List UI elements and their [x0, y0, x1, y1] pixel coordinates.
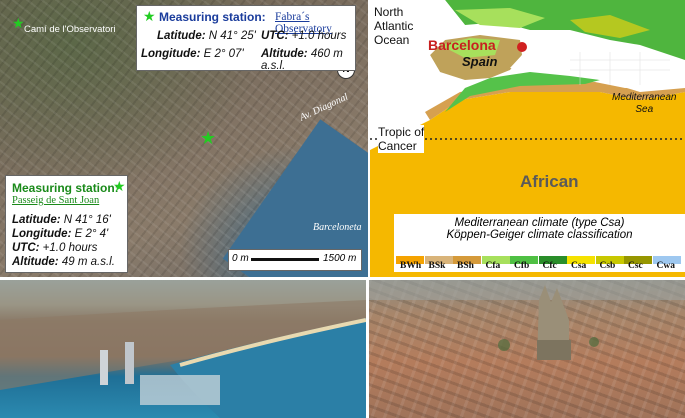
legend-swatch [481, 256, 510, 264]
altitude-key: Altitude: [261, 48, 308, 60]
latitude-value: N 41° 16' [63, 214, 111, 226]
caption-line2: Köppen-Geiger climate classification [446, 229, 633, 241]
latitude-key: Latitude: [12, 214, 61, 226]
legend-code: Csa [571, 261, 587, 271]
tropic-label-line: Cancer [378, 139, 417, 153]
caption-line1: Mediterranean climate (type Csa) [454, 217, 625, 229]
aerial-photo-eixample [369, 280, 685, 418]
altitude-value: 460 m a.s.l. [261, 48, 343, 72]
utc-value: +1.0 hours [42, 242, 98, 254]
coast-photo-graphic [0, 300, 366, 418]
legend-code: Cfb [514, 261, 530, 271]
legend-swatch [424, 256, 453, 264]
longitude-value: E 2° 4' [74, 228, 109, 240]
station-info-observatory: ★ Measuring station: Fabra´s Observatory… [136, 5, 356, 72]
legend-swatch [567, 256, 595, 264]
legend-code: BWh [400, 261, 422, 271]
legend-swatch [538, 256, 567, 264]
station-title: Measuring station: [12, 181, 119, 195]
aerial-photo-coast [0, 280, 366, 418]
legend-swatch [396, 256, 424, 264]
legend-code: Cwa [656, 261, 675, 271]
longitude-value: E 2° 07' [203, 48, 244, 60]
scale-bar: 0 m 1500 m [228, 249, 362, 271]
climate-map: North Atlantic Ocean Barcelona Spain Med… [370, 0, 685, 277]
altitude-key: Altitude: [12, 256, 59, 268]
longitude-key: Longitude: [141, 48, 201, 60]
street-label-observatori: Camí de l'Observatori [24, 24, 116, 35]
legend-swatch [453, 256, 481, 264]
legend-swatch [624, 256, 652, 264]
station-marker-icon: ★ [143, 8, 156, 24]
legend-swatch [595, 256, 624, 264]
ocean-label-line: Ocean [374, 33, 410, 47]
ocean-label-line: North [374, 5, 404, 19]
station-marker-icon: ★ [200, 128, 217, 148]
city-satellite-map: ★ Camí de l'Observatori Av. Diagonal Bar… [0, 0, 368, 277]
sea-label-line: Mediterranean [612, 92, 677, 103]
legend-code: Cfa [485, 261, 501, 271]
latitude-key: Latitude: [157, 30, 206, 42]
eixample-photo-graphic [369, 280, 685, 360]
station-name-link[interactable]: Passeig de Sant Joan [12, 195, 100, 206]
scale-start-label: 0 m [232, 253, 249, 264]
legend-code: Csb [599, 261, 616, 271]
scale-bar-line [251, 258, 319, 261]
legend-swatch [652, 256, 681, 264]
country-label: Spain [462, 54, 498, 69]
utc-key: UTC: [12, 242, 40, 254]
longitude-key: Longitude: [12, 228, 72, 240]
ocean-label: North Atlantic Ocean [374, 5, 413, 47]
legend-code: BSk [428, 261, 446, 271]
station-name-link[interactable]: Fabra´s Observatory [275, 11, 332, 35]
station-info-passeig: Measuring station: ★ Passeig de Sant Joa… [5, 175, 128, 273]
utc-value: +1.0 hours [291, 30, 347, 42]
legend-code: BSh [457, 261, 474, 271]
legend-swatch [510, 256, 538, 264]
street-label-diagonal: Av. Diagonal [298, 91, 350, 124]
city-label: Barcelona [428, 37, 496, 53]
legend-code: Csc [628, 261, 643, 271]
ocean-label-line: Atlantic [374, 19, 414, 33]
latitude-value: N 41° 25' [208, 30, 256, 42]
utc-key: UTC: [261, 30, 289, 42]
continent-label: African [520, 172, 579, 191]
sea-label-line: Sea [635, 104, 654, 115]
legend-code: Cfc [542, 261, 557, 271]
sea-label: Mediterranean Sea [612, 92, 676, 116]
station-marker-icon: ★ [12, 15, 25, 31]
tropic-label: Tropic of Cancer [378, 125, 425, 153]
station-title: Measuring station: [159, 10, 266, 24]
port-label: Barceloneta [313, 222, 362, 233]
station-marker-icon: ★ [113, 178, 126, 194]
scale-end-label: 1500 m [323, 253, 357, 264]
altitude-value: 49 m a.s.l. [61, 256, 115, 268]
tropic-label-line: Tropic of [378, 125, 425, 139]
